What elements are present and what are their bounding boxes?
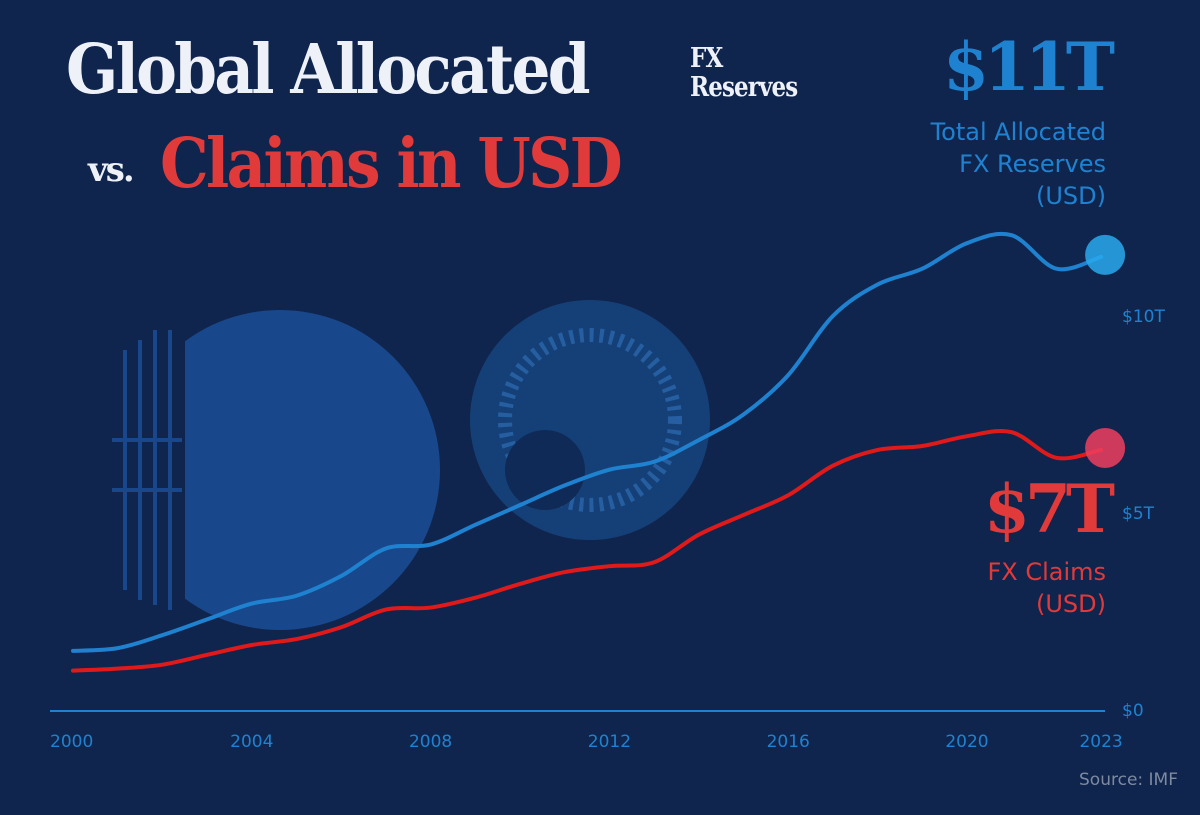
reserves-value: $11T	[943, 28, 1115, 106]
reserves-label-line: (USD)	[1035, 182, 1106, 210]
claims-label-line: FX Claims	[987, 558, 1106, 586]
series-line-reserves	[71, 231, 1104, 653]
title-vs: vs.	[88, 150, 135, 190]
x-tick-label: 2023	[1079, 732, 1122, 752]
claims-label-line: (USD)	[1035, 590, 1106, 618]
title-suffix-top: FX	[690, 43, 723, 74]
y-tick-label: $10T	[1122, 307, 1165, 327]
y-tick-label: $5T	[1122, 504, 1155, 524]
vault-illustration	[110, 300, 710, 630]
title-suffix-bottom: Reserves	[690, 72, 798, 103]
title-suffix: FX Reserves	[690, 43, 798, 103]
x-tick-label: 2016	[767, 732, 810, 752]
claims-label: FX Claims (USD)	[987, 556, 1106, 620]
x-tick-label: 2008	[409, 732, 452, 752]
y-tick-label: $0	[1122, 701, 1144, 721]
title-line1: Global Allocated	[66, 30, 591, 110]
x-tick-label: 2012	[588, 732, 631, 752]
series-line-claims	[71, 429, 1104, 673]
reserves-label-line: Total Allocated	[930, 118, 1106, 146]
title-line2: Claims in USD	[160, 124, 623, 204]
x-tick-label: 2000	[50, 732, 93, 752]
claims-value: $7T	[984, 470, 1115, 548]
source-note: Source: IMF	[1079, 770, 1178, 790]
reserves-label: Total Allocated FX Reserves (USD)	[931, 116, 1106, 212]
end-marker-claims	[1085, 427, 1126, 468]
x-tick-label: 2004	[230, 732, 273, 752]
x-tick-label: 2020	[945, 732, 988, 752]
reserves-label-line: FX Reserves	[959, 150, 1106, 178]
end-marker-reserves	[1085, 234, 1126, 275]
